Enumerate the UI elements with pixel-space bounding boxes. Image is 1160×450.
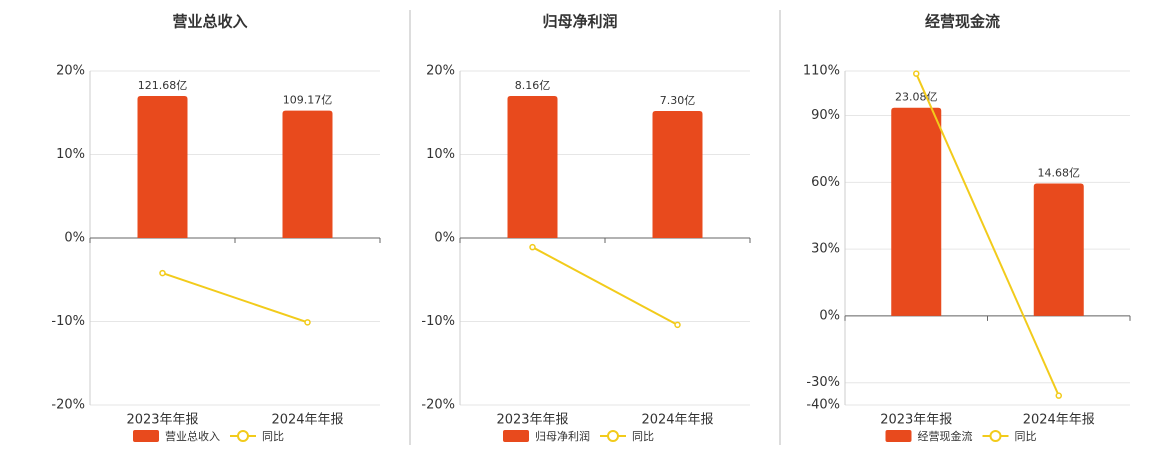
legend-label: 经营现金流: [918, 429, 973, 443]
bar: [1033, 183, 1084, 316]
y-tick-label: 90%: [811, 108, 840, 123]
line-point: [1055, 392, 1062, 399]
x-tick-label: 2023年年报: [126, 413, 198, 428]
value-label: 109.17亿: [283, 94, 333, 107]
chart-title: 归母净利润: [542, 13, 617, 31]
y-tick-label: 10%: [56, 147, 85, 162]
value-label: 7.30亿: [660, 94, 696, 107]
bar: [652, 111, 703, 238]
legend-label: 同比: [1015, 430, 1037, 443]
y-tick-label: 20%: [56, 64, 85, 79]
y-tick-label: 0%: [64, 231, 85, 246]
bar: [282, 110, 333, 238]
legend-label: 营业总收入: [165, 429, 220, 443]
legend-label: 归母净利润: [535, 429, 590, 443]
line: [532, 246, 678, 326]
y-tick-label: -20%: [51, 398, 85, 413]
legend-swatch: [133, 430, 159, 442]
y-tick-label: 110%: [803, 64, 840, 79]
y-tick-label: -30%: [806, 375, 840, 390]
legend-label: 同比: [632, 430, 654, 443]
x-tick-label: 2024年年报: [271, 413, 343, 428]
value-label: 8.16亿: [515, 79, 551, 92]
value-label: 14.68亿: [1038, 167, 1081, 180]
line: [162, 272, 308, 324]
line-point: [159, 269, 166, 277]
bar: [137, 96, 188, 238]
y-tick-label: 0%: [434, 231, 455, 246]
x-tick-label: 2023年年报: [880, 413, 952, 428]
x-tick-label: 2024年年报: [641, 413, 713, 428]
x-tick-label: 2024年年报: [1023, 413, 1095, 428]
y-tick-label: -10%: [421, 314, 455, 329]
chart-title: 经营现金流: [925, 13, 1000, 31]
bar: [891, 107, 942, 316]
chart-title: 营业总收入: [172, 13, 247, 31]
y-tick-label: 60%: [811, 175, 840, 190]
line-point: [304, 319, 311, 326]
legend-marker: [607, 430, 619, 442]
y-tick-label: 30%: [811, 242, 840, 257]
legend-swatch: [503, 430, 529, 442]
value-label: 23.08亿: [895, 91, 938, 104]
y-tick-label: 10%: [426, 147, 455, 162]
line-point: [529, 243, 536, 251]
x-tick-label: 2023年年报: [496, 413, 568, 428]
legend-label: 同比: [262, 430, 284, 443]
y-tick-label: -10%: [51, 314, 85, 329]
line-point: [674, 321, 681, 329]
y-tick-label: 20%: [426, 64, 455, 79]
y-tick-label: -40%: [806, 398, 840, 413]
value-label: 121.68亿: [138, 79, 188, 92]
legend-swatch: [885, 430, 912, 442]
y-tick-label: -20%: [421, 398, 455, 413]
legend-marker: [237, 430, 249, 442]
bar: [507, 96, 558, 238]
line-point: [913, 70, 920, 77]
legend-marker: [989, 430, 1002, 442]
y-tick-label: 0%: [819, 308, 840, 323]
line: [915, 73, 1060, 397]
